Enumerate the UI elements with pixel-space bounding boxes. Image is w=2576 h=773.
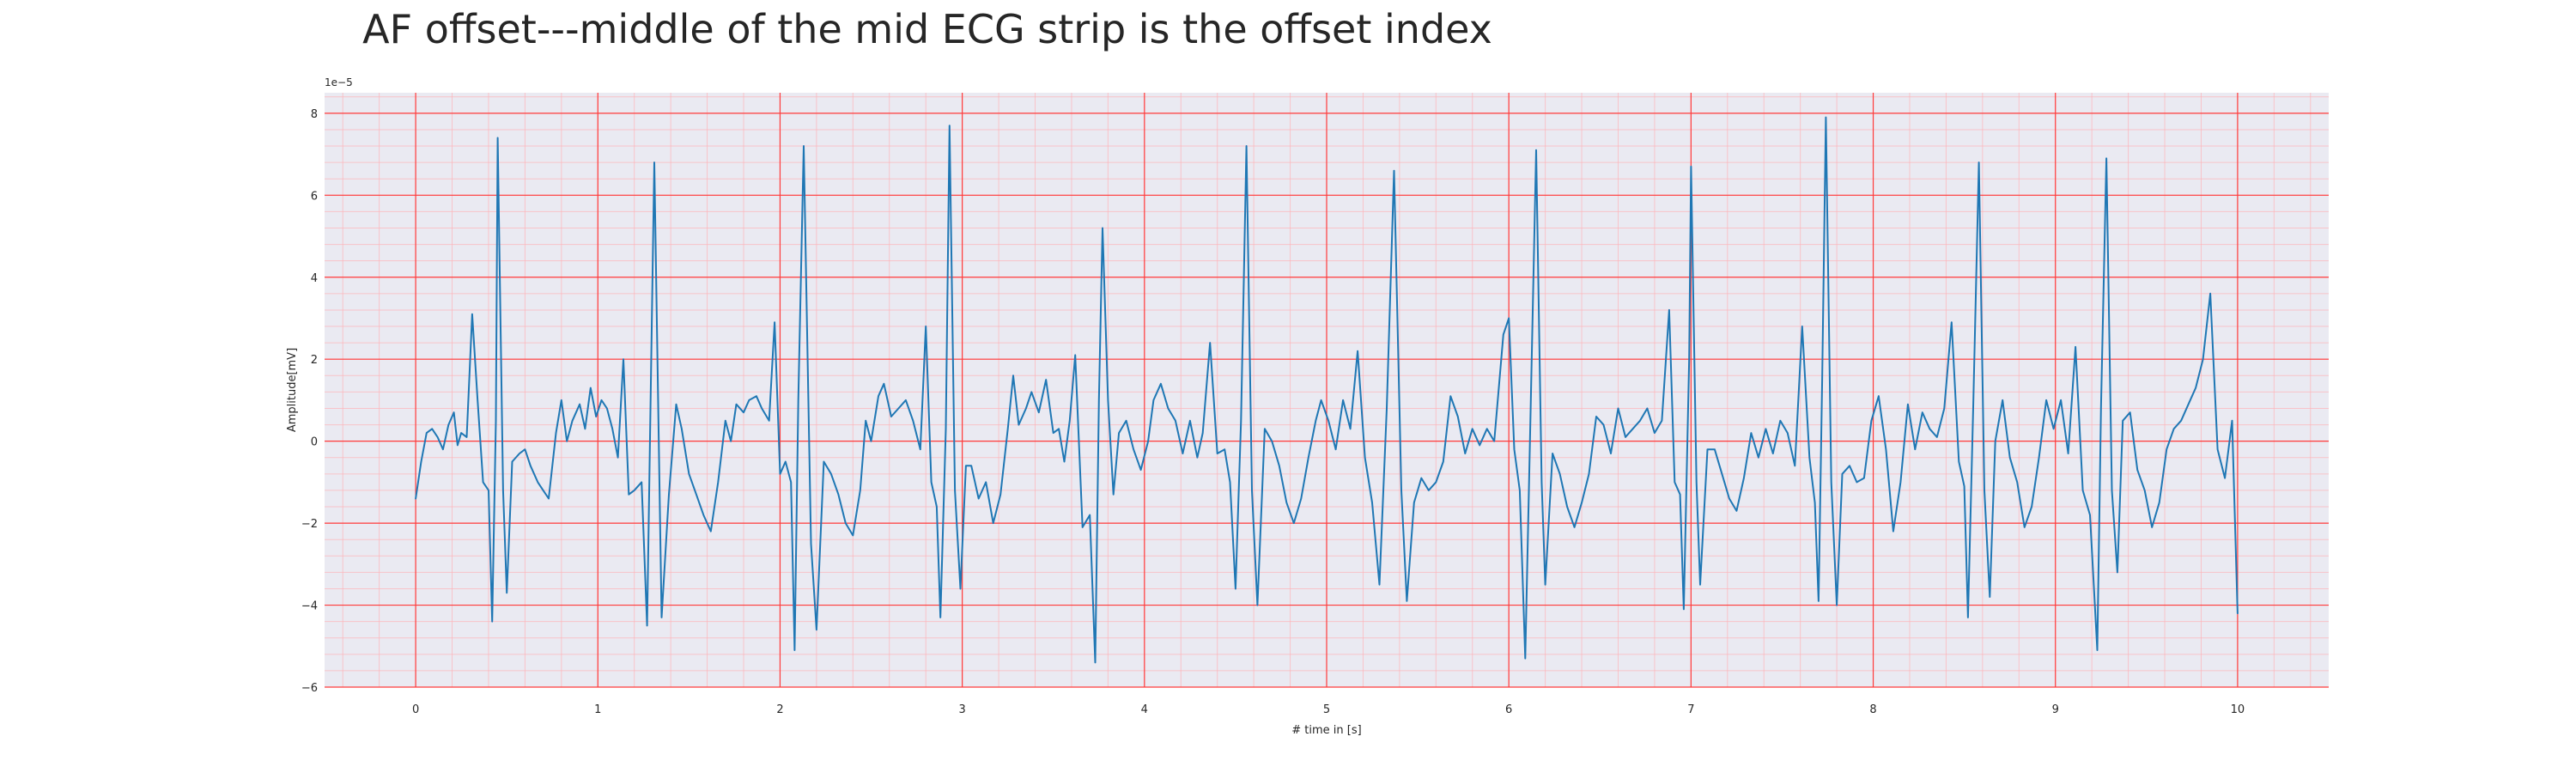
x-tick-label: 6 xyxy=(1505,703,1512,716)
y-tick-label: −2 xyxy=(301,518,318,531)
x-tick-label: 4 xyxy=(1141,703,1148,716)
x-tick-label: 1 xyxy=(594,703,601,716)
chart-title: AF offset---middle of the mid ECG strip … xyxy=(362,6,1492,52)
x-tick-label: 2 xyxy=(776,703,783,716)
ecg-series-line xyxy=(415,116,2239,664)
x-tick-label: 3 xyxy=(958,703,965,716)
x-axis-ticks: 0 1 2 3 4 5 6 7 8 9 10 xyxy=(412,703,2245,716)
y-tick-label: −6 xyxy=(301,682,318,695)
y-tick-label: 2 xyxy=(311,354,318,367)
y-axis-label: Amplitude[mV] xyxy=(286,348,299,432)
y-scale-offset-label: 1e−5 xyxy=(325,76,353,88)
x-axis-label: # time in [s] xyxy=(1291,724,1361,737)
y-tick-label: 0 xyxy=(311,436,318,449)
y-tick-label: 8 xyxy=(311,108,318,121)
y-tick-label: 4 xyxy=(311,272,318,285)
x-tick-label: 10 xyxy=(2231,703,2245,716)
y-axis-ticks: −6 −4 −2 0 2 4 6 8 xyxy=(301,108,318,695)
y-tick-label: 6 xyxy=(311,190,318,203)
x-tick-label: 7 xyxy=(1687,703,1694,716)
x-tick-label: 9 xyxy=(2052,703,2059,716)
x-tick-label: 0 xyxy=(412,703,419,716)
major-grid xyxy=(325,93,2329,688)
x-tick-label: 8 xyxy=(1869,703,1876,716)
y-tick-label: −4 xyxy=(301,600,318,613)
x-tick-label: 5 xyxy=(1323,703,1330,716)
